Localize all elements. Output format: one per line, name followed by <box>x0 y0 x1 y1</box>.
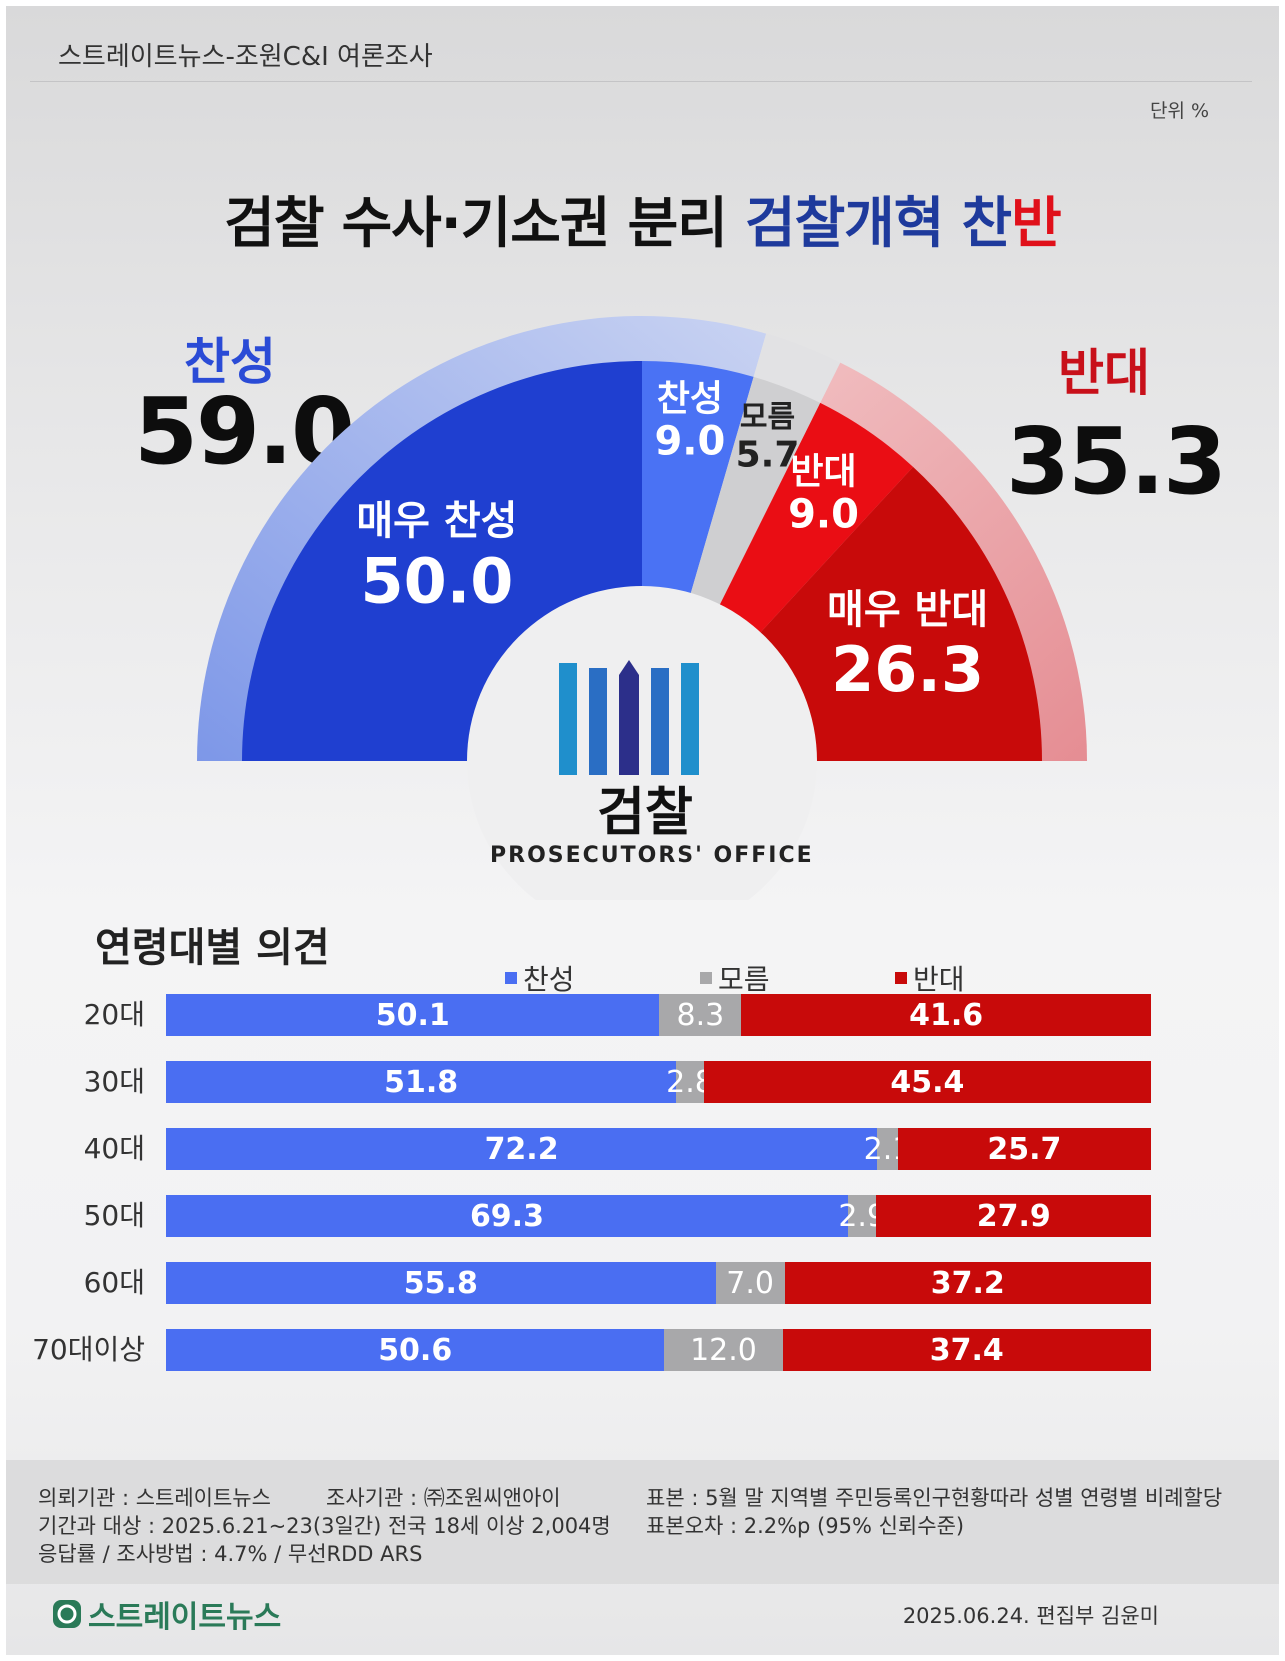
bar-segment-dk: 2.9 <box>838 1195 886 1237</box>
title-part-3: 반 <box>1011 191 1062 255</box>
age-stacked-bar: 50.1 8.3 41.6 <box>166 994 1151 1036</box>
age-chart-legend: 찬성 모름 반대 <box>0 958 1285 996</box>
age-stacked-bar: 50.6 12.0 37.4 <box>166 1329 1151 1371</box>
slice-value-dk: 5.7 <box>736 435 800 476</box>
title-part-1: 검찰 수사·기소권 분리 <box>224 191 745 255</box>
legend-item-dk: 모름 <box>700 958 770 998</box>
logo-name: 검찰 <box>597 783 693 843</box>
footer-response: 응답률 / 조사방법 : 4.7% / 무선RDD ARS <box>38 1542 423 1566</box>
age-stacked-bar: 55.8 7.0 37.2 <box>166 1262 1151 1304</box>
bar-segment-pro: 55.8 <box>166 1262 716 1304</box>
age-row-label: 40대 <box>83 1132 145 1165</box>
bar-segment-con: 25.7 <box>897 1128 1151 1170</box>
slice-label-very-con: 매우 반대 <box>827 587 988 633</box>
bar-segment-con: 27.9 <box>876 1195 1151 1237</box>
bar-segment-pro: 69.3 <box>166 1195 848 1237</box>
con-total-label: 반대 <box>1058 344 1150 402</box>
bar-segment-dk: 7.0 <box>715 1262 785 1304</box>
age-row-label: 20대 <box>83 998 145 1031</box>
bar-segment-dk: 8.3 <box>659 994 742 1036</box>
pro-total-label: 찬성 <box>184 333 276 391</box>
legend-label-dk: 모름 <box>718 963 770 996</box>
age-row: 20대 50.1 8.3 41.6 <box>0 994 1285 1036</box>
bar-segment-con: 37.4 <box>782 1329 1151 1371</box>
slice-label-very-pro: 매우 찬성 <box>356 498 517 544</box>
con-total-value: 35.3 <box>1006 408 1227 515</box>
footer-period: 기간과 대상 : 2025.6.21~23(3일간) 전국 18세 이상 2,0… <box>38 1514 611 1538</box>
slice-label-con: 반대 <box>790 451 856 492</box>
legend-item-pro: 찬성 <box>505 958 575 998</box>
main-title: 검찰 수사·기소권 분리 검찰개혁 찬반 <box>0 178 1285 258</box>
unit-note: 단위 % <box>1150 100 1210 122</box>
footer-client: 의뢰기관 : 스트레이트뉴스 <box>38 1486 271 1510</box>
age-stacked-bar: 72.2 2.1 25.7 <box>166 1128 1151 1170</box>
slice-value-very-pro: 50.0 <box>360 544 513 617</box>
age-section-title: 연령대별 의견 <box>95 925 330 971</box>
age-row: 60대 55.8 7.0 37.2 <box>0 1262 1285 1304</box>
legend-swatch-dk <box>700 972 712 984</box>
bar-segment-con: 41.6 <box>741 994 1151 1036</box>
brand-name: 스트레이트뉴스 <box>88 1600 282 1635</box>
slice-value-con: 9.0 <box>788 491 859 537</box>
bar-segment-con: 37.2 <box>784 1262 1151 1304</box>
bar-segment-dk: 12.0 <box>664 1329 783 1371</box>
header-divider <box>30 81 1252 82</box>
bar-segment-pro: 72.2 <box>166 1128 878 1170</box>
legend-swatch-pro <box>505 972 517 984</box>
bar-segment-pro: 50.1 <box>166 994 660 1036</box>
gauge-center-hole <box>467 586 817 900</box>
logo-subtitle: PROSECUTORS' OFFICE <box>490 843 814 868</box>
title-part-2: 검찰개혁 찬 <box>744 191 1012 255</box>
prosecutors-office-logo-mark <box>559 660 699 775</box>
legend-label-con: 반대 <box>913 963 965 996</box>
slice-label-pro: 찬성 <box>657 378 723 419</box>
footer-sample: 표본 : 5월 말 지역별 주민등록인구현황따라 성별 연령별 비례할당 <box>646 1486 1223 1510</box>
slice-label-dk: 모름 <box>740 400 795 435</box>
age-row-label: 70대이상 <box>32 1333 145 1366</box>
age-row: 70대이상 50.6 12.0 37.4 <box>0 1329 1285 1371</box>
bar-segment-pro: 50.6 <box>166 1329 665 1371</box>
footer-error: 표본오차 : 2.2%p (95% 신뢰수준) <box>646 1514 965 1538</box>
bar-segment-dk: 2.8 <box>666 1061 714 1103</box>
brand-logo: 스트레이트뉴스 <box>52 1592 281 1635</box>
age-stacked-bar: 51.8 2.8 45.4 <box>166 1061 1151 1103</box>
brand-logo-icon <box>53 1600 81 1628</box>
byline: 2025.06.24. 편집부 김윤미 <box>902 1604 1159 1628</box>
bar-segment-pro: 51.8 <box>166 1061 677 1103</box>
slice-value-pro: 9.0 <box>654 418 725 464</box>
slice-value-very-con: 26.3 <box>831 633 984 706</box>
age-row-label: 30대 <box>83 1065 145 1098</box>
age-row-label: 60대 <box>83 1266 145 1299</box>
legend-item-con: 반대 <box>895 958 965 998</box>
age-row-label: 50대 <box>83 1199 145 1232</box>
survey-source: 스트레이트뉴스-조원C&I 여론조사 <box>58 42 433 72</box>
bar-segment-con: 45.4 <box>703 1061 1151 1103</box>
age-stacked-bar: 69.3 2.9 27.9 <box>166 1195 1151 1237</box>
survey-info-box: 의뢰기관 : 스트레이트뉴스 조사기관 : ㈜조원씨앤아이 기간과 대상 : 2… <box>6 1460 1279 1584</box>
footer-agency: 조사기관 : ㈜조원씨앤아이 <box>326 1486 561 1510</box>
legend-swatch-con <box>895 972 907 984</box>
age-row: 30대 51.8 2.8 45.4 <box>0 1061 1285 1103</box>
age-row: 40대 72.2 2.1 25.7 <box>0 1128 1285 1170</box>
bar-segment-dk: 2.1 <box>864 1128 911 1170</box>
legend-label-pro: 찬성 <box>523 963 575 996</box>
age-row: 50대 69.3 2.9 27.9 <box>0 1195 1285 1237</box>
